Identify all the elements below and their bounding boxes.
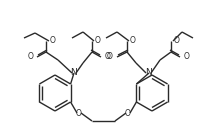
Text: O: O: [183, 52, 189, 62]
Text: N: N: [70, 68, 77, 78]
Text: O: O: [28, 52, 34, 62]
Text: O: O: [124, 108, 130, 117]
Text: O: O: [173, 36, 179, 46]
Text: O: O: [129, 36, 135, 46]
Text: O: O: [76, 108, 82, 117]
Text: O: O: [50, 36, 56, 46]
Text: N: N: [145, 68, 152, 78]
Text: O: O: [107, 52, 112, 62]
Text: O: O: [104, 52, 110, 62]
Text: O: O: [95, 36, 101, 46]
